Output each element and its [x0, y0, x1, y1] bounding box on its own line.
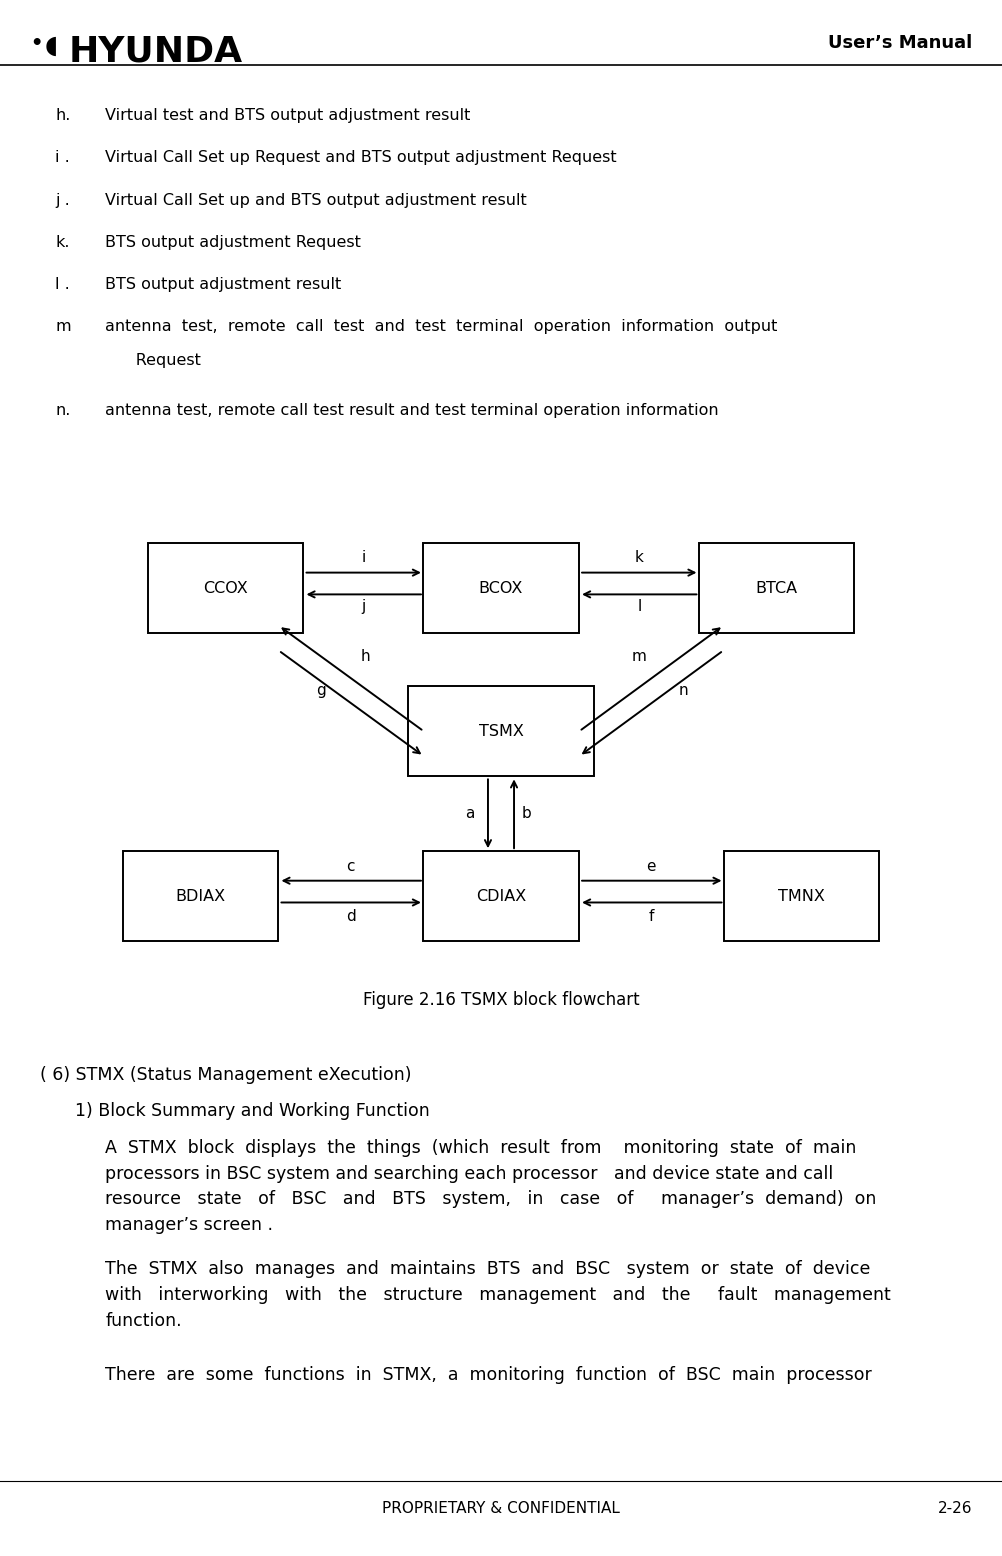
Text: Request: Request — [105, 353, 201, 369]
Text: c: c — [347, 859, 355, 874]
Bar — [148, 543, 303, 633]
Text: l .: l . — [55, 277, 80, 293]
Text: HYUNDA: HYUNDA — [68, 34, 242, 68]
Text: Virtual test and BTS output adjustment result: Virtual test and BTS output adjustment r… — [105, 109, 471, 123]
Text: l: l — [637, 599, 641, 615]
Text: ◖: ◖ — [45, 34, 58, 58]
Text: The  STMX  also  manages  and  maintains  BTS  and  BSC   system  or  state  of : The STMX also manages and maintains BTS … — [105, 1260, 891, 1330]
Text: PROPRIETARY & CONFIDENTIAL: PROPRIETARY & CONFIDENTIAL — [382, 1500, 620, 1516]
Text: BCOX: BCOX — [479, 580, 523, 596]
Text: BDIAX: BDIAX — [175, 888, 225, 904]
Text: i: i — [362, 549, 366, 565]
Text: 2-26: 2-26 — [938, 1500, 972, 1516]
Text: b: b — [522, 806, 532, 822]
Bar — [423, 851, 578, 941]
Text: Figure 2.16 TSMX block flowchart: Figure 2.16 TSMX block flowchart — [363, 991, 639, 1010]
Text: BTCA: BTCA — [756, 580, 798, 596]
Text: Virtual Call Set up and BTS output adjustment result: Virtual Call Set up and BTS output adjus… — [105, 193, 527, 209]
Text: BTS output adjustment result: BTS output adjustment result — [105, 277, 342, 293]
Text: j .: j . — [55, 193, 80, 209]
Text: e: e — [646, 859, 656, 874]
Text: CDIAX: CDIAX — [476, 888, 526, 904]
Text: antenna test, remote call test result and test terminal operation information: antenna test, remote call test result an… — [105, 403, 718, 419]
Text: m: m — [632, 649, 646, 664]
Text: h: h — [361, 649, 371, 664]
Text: k.: k. — [55, 235, 69, 251]
Text: d: d — [346, 909, 356, 924]
Text: antenna  test,  remote  call  test  and  test  terminal  operation  information : antenna test, remote call test and test … — [105, 319, 778, 335]
Text: h.: h. — [55, 109, 70, 123]
Text: i .: i . — [55, 151, 80, 165]
Bar — [723, 851, 880, 941]
Text: User’s Manual: User’s Manual — [828, 34, 972, 53]
Text: n: n — [678, 683, 688, 699]
Bar — [698, 543, 854, 633]
Text: BTS output adjustment Request: BTS output adjustment Request — [105, 235, 361, 251]
Text: 1) Block Summary and Working Function: 1) Block Summary and Working Function — [75, 1102, 430, 1120]
Text: f: f — [648, 909, 654, 924]
Text: Virtual Call Set up Request and BTS output adjustment Request: Virtual Call Set up Request and BTS outp… — [105, 151, 617, 165]
Text: TMNX: TMNX — [779, 888, 825, 904]
Text: m: m — [55, 319, 71, 335]
Bar — [423, 543, 578, 633]
Text: ( 6) STMX (Status Management eXecution): ( 6) STMX (Status Management eXecution) — [40, 1066, 412, 1085]
Bar — [123, 851, 279, 941]
Bar — [409, 686, 593, 776]
Text: CCOX: CCOX — [203, 580, 247, 596]
Text: j: j — [362, 599, 366, 615]
Text: •: • — [30, 34, 42, 53]
Text: a: a — [466, 806, 475, 822]
Text: There  are  some  functions  in  STMX,  a  monitoring  function  of  BSC  main  : There are some functions in STMX, a moni… — [105, 1366, 872, 1385]
Text: TSMX: TSMX — [479, 724, 523, 739]
Text: g: g — [316, 683, 326, 699]
Text: A  STMX  block  displays  the  things  (which  result  from    monitoring  state: A STMX block displays the things (which … — [105, 1139, 877, 1234]
Text: n.: n. — [55, 403, 70, 419]
Text: k: k — [635, 549, 643, 565]
